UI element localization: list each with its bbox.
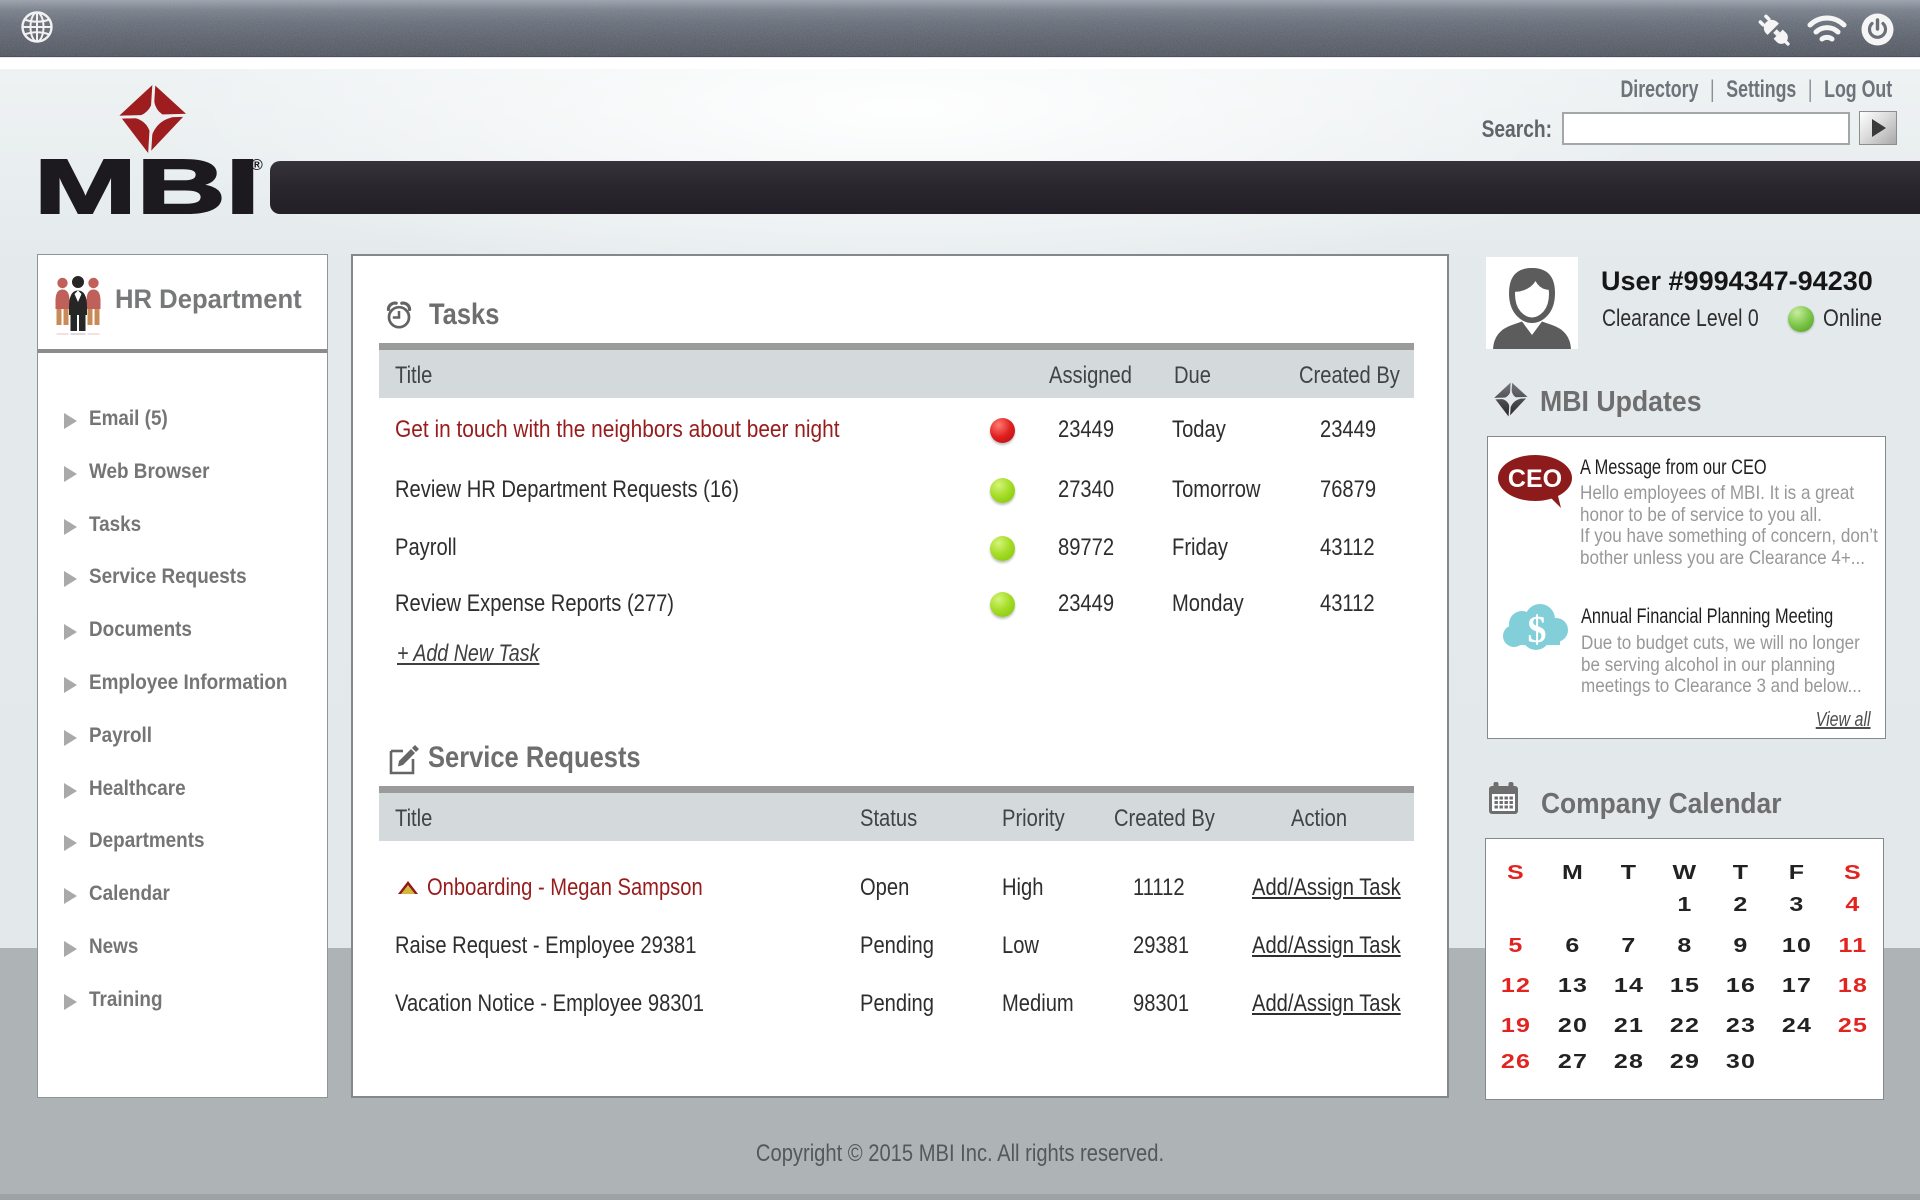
svg-text:CEO: CEO bbox=[1508, 465, 1562, 493]
svg-text:$: $ bbox=[1528, 609, 1547, 651]
